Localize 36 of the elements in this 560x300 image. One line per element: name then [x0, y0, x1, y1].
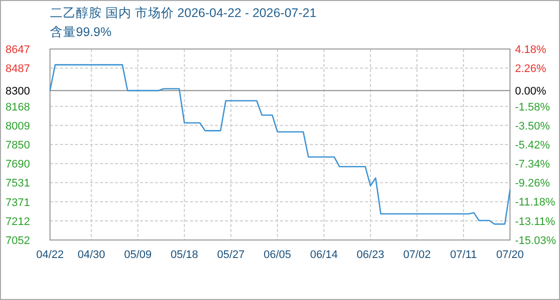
- y-tick-label: 7052: [6, 235, 30, 247]
- x-tick-label: 06/23: [356, 249, 384, 261]
- x-tick-label: 04/22: [36, 249, 64, 261]
- y-tick-label: 8647: [6, 44, 30, 56]
- y-tick-label: 7212: [6, 216, 30, 228]
- x-tick-label: 04/30: [78, 249, 106, 261]
- x-tick-label: 07/20: [496, 249, 524, 261]
- line-series: [49, 64, 511, 225]
- y2-tick-label: -13.11%: [515, 216, 556, 228]
- x-tick-label: 06/05: [264, 249, 292, 261]
- y-tick-label: 8168: [6, 101, 30, 114]
- x-tick-label: 06/14: [310, 249, 338, 261]
- x-tick-label: 05/27: [217, 249, 245, 261]
- y2-tick-label: -7.34%: [515, 158, 550, 171]
- y-tick-label: 7531: [6, 178, 30, 190]
- y-tick-label: 8487: [6, 63, 30, 76]
- y2-tick-label: -5.42%: [515, 139, 550, 152]
- x-tick-label: 05/18: [170, 249, 198, 261]
- y-tick-label: 8300: [6, 86, 30, 98]
- y2-tick-label: -3.50%: [515, 120, 550, 132]
- chart-title: 二乙醇胺 国内 市场价 2026-04-22 - 2026-07-21: [50, 6, 316, 20]
- y-tick-label: 7690: [6, 158, 30, 171]
- y2-tick-label: 0.00%: [515, 86, 546, 98]
- y-tick-label: 7850: [6, 139, 30, 152]
- y-tick-label: 7371: [6, 196, 30, 209]
- y2-tick-label: -1.58%: [515, 101, 550, 114]
- y2-tick-label: 2.26%: [515, 63, 546, 76]
- y2-tick-label: -15.03%: [515, 235, 556, 247]
- x-tick-label: 07/02: [403, 249, 431, 261]
- x-tick-label: 05/09: [124, 249, 152, 261]
- y2-tick-label: -9.26%: [515, 178, 550, 190]
- x-tick-label: 07/11: [450, 249, 477, 261]
- y2-tick-label: 4.18%: [515, 44, 546, 56]
- y-tick-label: 8009: [6, 120, 30, 132]
- chart-subtitle: 含量99.9%: [50, 25, 112, 39]
- y2-tick-label: -11.18%: [515, 196, 556, 209]
